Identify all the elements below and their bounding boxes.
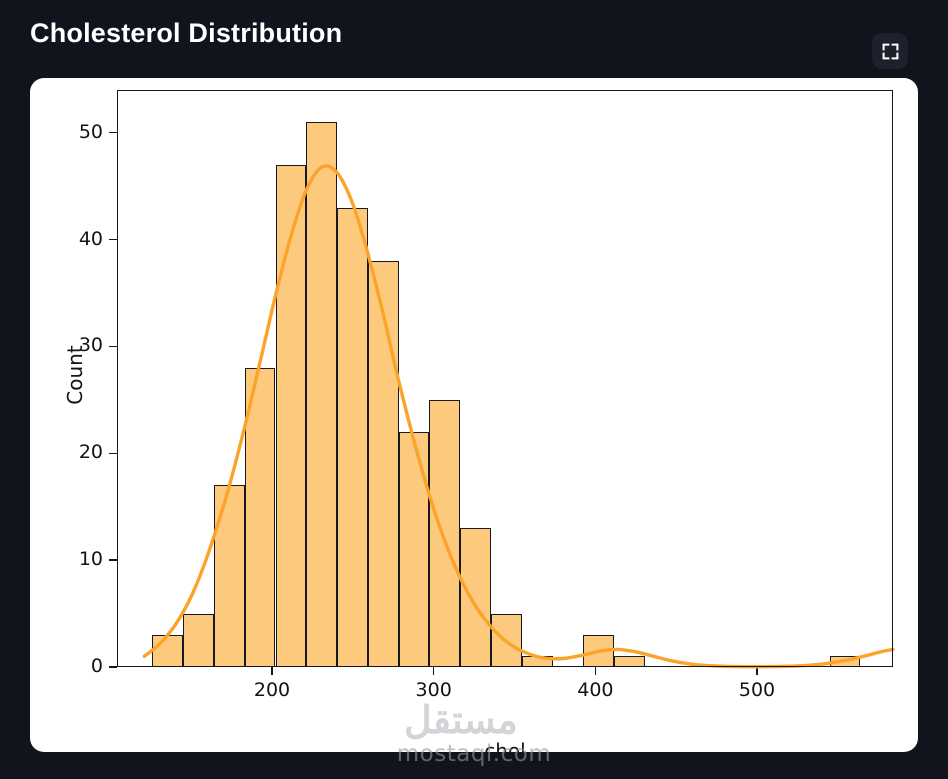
x-axis-label: chol (484, 739, 526, 763)
histogram-bar (429, 399, 461, 667)
x-tick-mark (594, 667, 597, 675)
histogram-bar (275, 164, 307, 667)
y-tick-label: 50 (78, 120, 103, 143)
kde-curve (142, 164, 895, 669)
plot-area: 200 300 400 500 0 10 20 30 40 50 chol Count (63, 90, 895, 763)
histogram-bar (306, 122, 338, 667)
y-tick-label: 10 (78, 548, 103, 571)
x-tick-mark (271, 667, 273, 675)
x-tick-label: 400 (577, 679, 614, 701)
y-tick-mark (109, 345, 117, 348)
y-tick-label: 0 (90, 655, 103, 677)
chart-card: 200 300 400 500 0 10 20 30 40 50 chol Count (30, 78, 918, 763)
y-tick-mark (109, 666, 117, 668)
y-tick-mark (109, 452, 117, 455)
x-tick-mark (432, 667, 435, 675)
histogram-bar (337, 207, 368, 667)
y-tick-mark (109, 559, 117, 561)
fullscreen-button[interactable] (872, 33, 908, 69)
histogram-bar (367, 261, 399, 667)
y-tick-label: 20 (78, 441, 103, 464)
header: Cholesterol Distribution (0, 0, 948, 78)
y-tick-mark (109, 131, 117, 134)
y-tick-label: 40 (78, 227, 103, 250)
x-tick-label: 200 (253, 679, 291, 701)
histogram-bar (460, 528, 491, 667)
x-tick-label: 300 (415, 679, 452, 701)
x-tick-label: 500 (738, 679, 776, 701)
histogram-bar (183, 613, 214, 667)
histogram-bar (244, 367, 276, 667)
fullscreen-expand-icon (882, 43, 899, 60)
histogram-bars-layer (117, 90, 893, 667)
y-tick-mark (109, 238, 117, 241)
histogram-bar (398, 431, 430, 667)
y-tick-label: 30 (78, 334, 103, 357)
page-title: Cholesterol Distribution (30, 18, 343, 48)
x-tick-mark (756, 667, 758, 675)
y-axis-label: Count (63, 345, 87, 405)
